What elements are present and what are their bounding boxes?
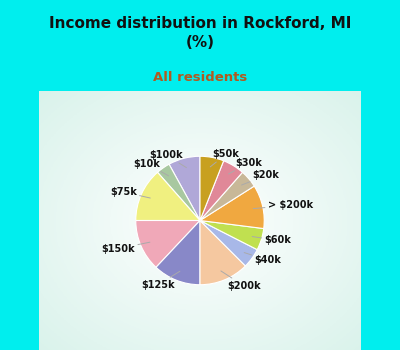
Text: $20k: $20k [242, 170, 280, 185]
Text: $40k: $40k [244, 253, 282, 265]
Wedge shape [200, 220, 264, 250]
Text: $50k: $50k [210, 149, 240, 167]
Text: $75k: $75k [110, 187, 150, 198]
Text: $10k: $10k [133, 159, 169, 176]
Text: $150k: $150k [102, 242, 150, 253]
Text: $200k: $200k [221, 271, 261, 291]
Text: > $200k: > $200k [253, 200, 313, 210]
Text: All residents: All residents [153, 71, 247, 84]
Wedge shape [156, 220, 200, 285]
Wedge shape [200, 156, 224, 220]
Text: $100k: $100k [150, 150, 186, 168]
Text: $60k: $60k [252, 235, 291, 245]
Wedge shape [169, 156, 200, 220]
Text: $125k: $125k [141, 271, 180, 290]
Text: $30k: $30k [228, 158, 262, 174]
Wedge shape [200, 186, 264, 229]
Wedge shape [136, 172, 200, 220]
Wedge shape [200, 220, 257, 266]
Wedge shape [200, 220, 246, 285]
Wedge shape [136, 220, 200, 267]
Wedge shape [158, 164, 200, 220]
Wedge shape [200, 161, 242, 220]
Wedge shape [200, 172, 254, 220]
Text: Income distribution in Rockford, MI
(%): Income distribution in Rockford, MI (%) [49, 16, 351, 50]
